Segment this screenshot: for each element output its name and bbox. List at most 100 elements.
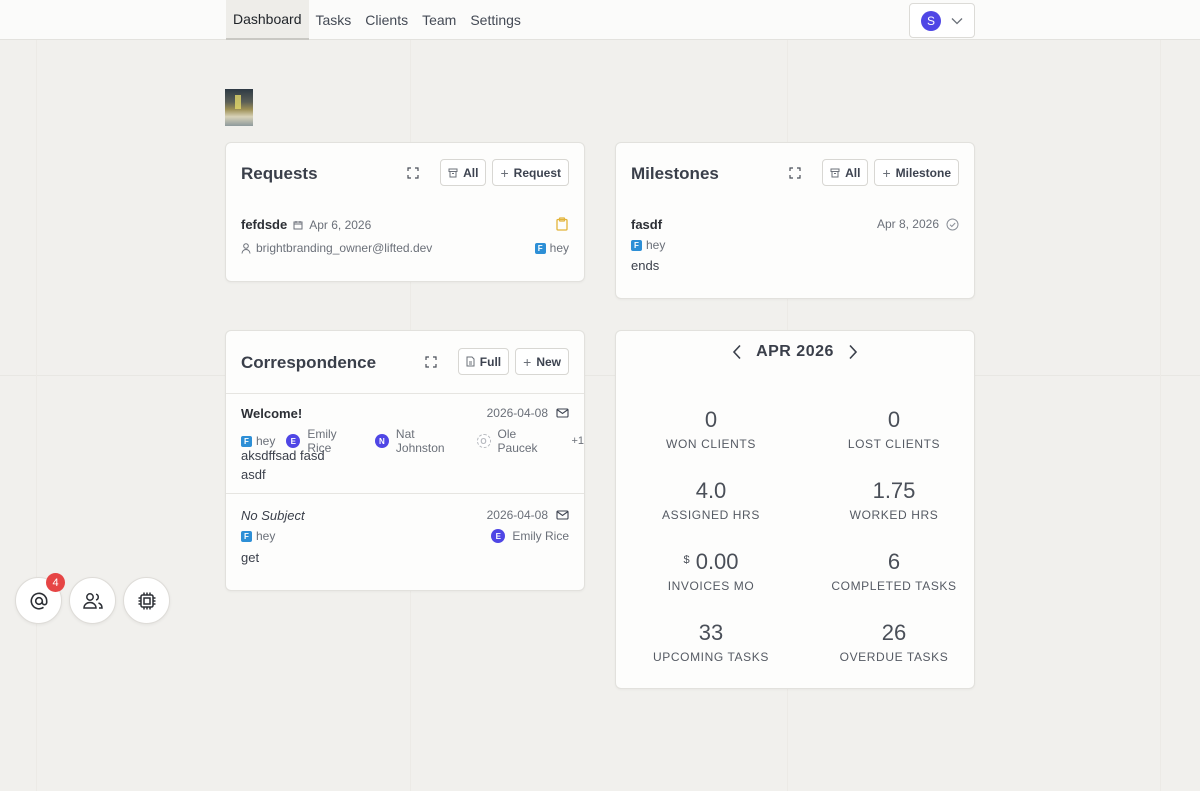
stat-invoices: $ 0.00 INVOICES MO xyxy=(620,549,802,593)
stat-label: ASSIGNED HRS xyxy=(662,508,760,522)
request-item[interactable]: fefdsde Apr 6, 2026 xyxy=(241,217,371,232)
correspondence-full-label: Full xyxy=(479,354,502,369)
milestones-all-button[interactable]: All xyxy=(822,159,869,186)
mail-icon xyxy=(556,510,569,520)
archive-icon xyxy=(830,168,840,177)
chevron-right-icon[interactable] xyxy=(848,344,858,360)
check-circle-icon[interactable] xyxy=(946,218,959,231)
sender-chip: F xyxy=(241,530,252,542)
chevron-left-icon[interactable] xyxy=(732,344,742,360)
plus-icon: + xyxy=(523,353,532,370)
requests-all-button[interactable]: All xyxy=(440,159,487,186)
plus-icon: + xyxy=(500,164,509,181)
request-name: fefdsde xyxy=(241,217,288,232)
nav-tasks[interactable]: Tasks xyxy=(315,12,352,28)
requests-title: Requests xyxy=(241,164,318,183)
background-divider xyxy=(0,375,1200,376)
chevron-down-icon xyxy=(951,17,963,24)
stat-label: LOST CLIENTS xyxy=(847,437,941,451)
recipient-name: Emily Rice xyxy=(512,529,569,543)
nav-dashboard[interactable]: Dashboard xyxy=(226,0,309,40)
calendar-icon xyxy=(293,220,303,229)
company-logo xyxy=(225,89,253,126)
sender-name: hey xyxy=(256,529,276,543)
archive-icon xyxy=(448,168,458,177)
stat-value: 26 xyxy=(881,620,907,645)
assignee-chip: F xyxy=(631,239,642,251)
add-milestone-button[interactable]: + Milestone xyxy=(874,159,959,186)
stat-label: COMPLETED TASKS xyxy=(831,579,957,593)
stat-worked-hrs: 1.75 WORKED HRS xyxy=(803,478,985,522)
participant-name: hey xyxy=(255,434,276,448)
message-meta: 2026-04-08 xyxy=(487,508,569,522)
stat-value-wrap: $ 0.00 xyxy=(620,549,802,575)
nav-team[interactable]: Team xyxy=(422,12,457,28)
message-subject: No Subject xyxy=(241,508,305,523)
top-navigation-bar: Dashboard Tasks Clients Team Settings S xyxy=(0,0,1200,40)
stat-value: 6 xyxy=(887,549,901,574)
stat-label: UPCOMING TASKS xyxy=(653,650,769,664)
team-button[interactable] xyxy=(69,577,116,624)
add-request-button[interactable]: + Request xyxy=(492,159,569,186)
correspondence-full-button[interactable]: Full xyxy=(457,348,510,375)
mentions-button[interactable]: 4 xyxy=(15,573,65,624)
processor-button[interactable] xyxy=(123,577,170,624)
stat-label: WON CLIENTS xyxy=(666,437,756,451)
message-item[interactable]: Welcome! 2026-04-08 F hey E Emily Rice N… xyxy=(226,393,584,493)
assignee-chip: F xyxy=(534,242,546,254)
stat-value: 1.75 xyxy=(872,478,916,503)
new-correspondence-button[interactable]: + New xyxy=(515,348,569,375)
month-label: APR 2026 xyxy=(756,343,834,360)
milestones-title: Milestones xyxy=(631,164,719,183)
users-icon xyxy=(82,592,103,609)
participant-avatar: E xyxy=(286,434,301,448)
more-participants: +1 xyxy=(571,435,585,447)
stat-value: 0.00 xyxy=(695,549,739,574)
recipient-avatar: E xyxy=(491,529,506,543)
milestone-date: Apr 8, 2026 xyxy=(876,217,939,231)
stat-label: WORKED HRS xyxy=(849,508,939,522)
stat-value: 0 xyxy=(887,407,901,432)
milestones-actions: All + Milestone xyxy=(784,159,959,186)
requests-all-label: All xyxy=(463,165,479,180)
document-icon xyxy=(466,356,475,367)
nav-clients[interactable]: Clients xyxy=(365,12,409,28)
request-assignee: F hey xyxy=(534,241,569,255)
message-item[interactable]: No Subject 2026-04-08 F hey E Emily Rice… xyxy=(226,493,584,590)
milestone-assignee: F hey xyxy=(631,238,665,252)
stat-value: 0 xyxy=(704,407,718,432)
stat-label: INVOICES MO xyxy=(667,579,755,593)
expand-icon[interactable] xyxy=(402,162,424,184)
expand-icon[interactable] xyxy=(420,351,442,373)
mentions-badge: 4 xyxy=(46,573,65,592)
stat-value: 4.0 xyxy=(695,478,727,503)
nav-settings[interactable]: Settings xyxy=(470,12,521,28)
background-divider xyxy=(1160,40,1161,791)
request-requester: brightbranding_owner@lifted.dev xyxy=(241,241,432,255)
stat-upcoming-tasks: 33 UPCOMING TASKS xyxy=(620,620,802,664)
user-icon xyxy=(241,242,251,254)
expand-icon[interactable] xyxy=(784,162,806,184)
message-body: get xyxy=(241,550,260,565)
clipboard-pending-icon xyxy=(556,217,568,231)
milestone-name[interactable]: fasdf xyxy=(631,217,663,232)
cpu-chip-icon xyxy=(138,592,155,609)
message-recipient: E Emily Rice xyxy=(491,529,569,543)
add-milestone-label: Milestone xyxy=(895,165,951,180)
plus-icon: + xyxy=(882,164,891,181)
stat-won-clients: 0 WON CLIENTS xyxy=(620,407,802,451)
stat-overdue-tasks: 26 OVERDUE TASKS xyxy=(803,620,985,664)
user-menu-button[interactable]: S xyxy=(909,3,975,38)
message-date: 2026-04-08 xyxy=(486,406,548,420)
correspondence-actions: Full + New xyxy=(420,348,569,375)
milestones-all-label: All xyxy=(845,165,861,180)
message-date: 2026-04-08 xyxy=(486,508,548,522)
assignee-name: hey xyxy=(646,238,666,252)
message-sender: F hey xyxy=(241,529,275,543)
stat-assigned-hrs: 4.0 ASSIGNED HRS xyxy=(620,478,802,522)
stat-lost-clients: 0 LOST CLIENTS xyxy=(803,407,985,451)
message-body: asdf xyxy=(241,467,266,482)
assignee-name: hey xyxy=(549,241,569,255)
at-sign-icon xyxy=(30,592,47,610)
new-correspondence-label: New xyxy=(536,354,561,369)
